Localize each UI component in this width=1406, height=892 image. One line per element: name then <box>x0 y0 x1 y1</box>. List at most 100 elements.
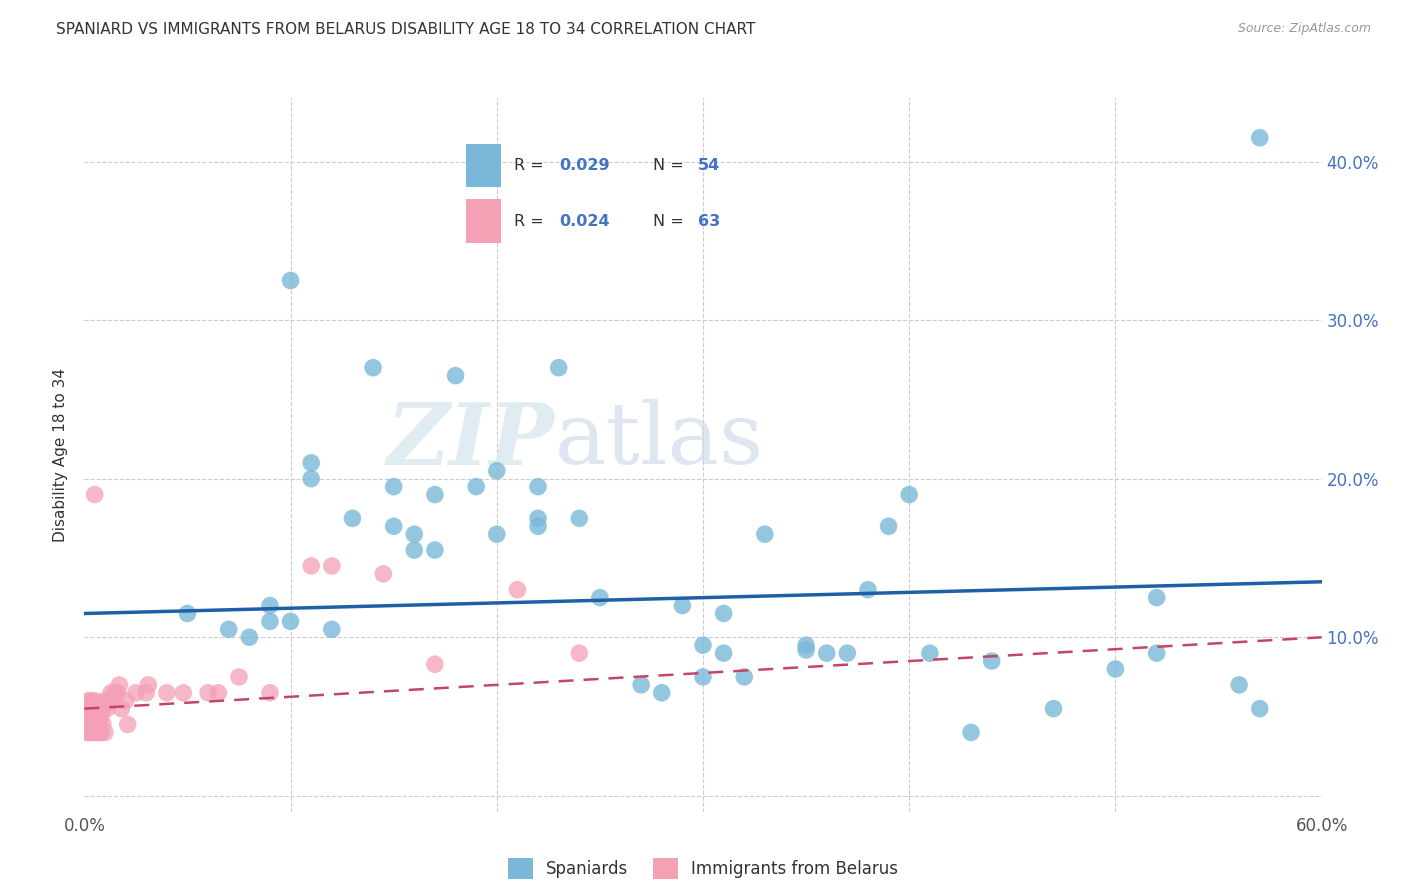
Point <box>1146 646 1168 660</box>
FancyBboxPatch shape <box>465 144 501 187</box>
Point <box>918 646 941 660</box>
Point <box>527 480 550 494</box>
Point <box>651 686 673 700</box>
Point <box>527 511 550 525</box>
Point <box>77 701 100 715</box>
Point <box>82 717 104 731</box>
Point <box>79 694 101 708</box>
Point <box>91 701 114 715</box>
Point <box>75 701 97 715</box>
Point <box>83 717 105 731</box>
Point <box>197 686 219 700</box>
Point <box>117 717 139 731</box>
Point <box>79 717 101 731</box>
Point <box>110 701 132 715</box>
Point <box>547 360 569 375</box>
Point <box>79 701 101 715</box>
Point <box>87 709 110 723</box>
Point <box>136 678 159 692</box>
Point <box>135 686 157 700</box>
Point <box>980 654 1002 668</box>
Point <box>506 582 529 597</box>
Point <box>321 558 343 573</box>
Point <box>82 701 104 715</box>
Point <box>100 686 122 700</box>
Y-axis label: Disability Age 18 to 34: Disability Age 18 to 34 <box>53 368 69 542</box>
Point <box>125 686 148 700</box>
Point <box>713 646 735 660</box>
Point <box>104 686 127 700</box>
Point <box>82 709 104 723</box>
Point <box>423 657 446 672</box>
Point <box>172 686 194 700</box>
Point <box>75 725 97 739</box>
Text: N =: N = <box>652 214 689 228</box>
Point <box>79 725 101 739</box>
Point <box>77 709 100 723</box>
Point <box>837 646 859 660</box>
Point <box>1249 130 1271 145</box>
Point <box>1227 678 1250 692</box>
Point <box>815 646 838 660</box>
Point <box>280 273 302 287</box>
Point <box>86 701 108 715</box>
Text: N =: N = <box>652 158 689 173</box>
Text: R =: R = <box>515 158 550 173</box>
Text: Source: ZipAtlas.com: Source: ZipAtlas.com <box>1237 22 1371 36</box>
Point <box>96 701 118 715</box>
Point <box>589 591 612 605</box>
Point <box>485 464 508 478</box>
Point <box>94 725 117 739</box>
Point <box>77 717 100 731</box>
Text: 54: 54 <box>697 158 720 173</box>
Point <box>692 670 714 684</box>
Point <box>404 543 426 558</box>
Point <box>485 527 508 541</box>
Point <box>86 725 108 739</box>
Text: 0.029: 0.029 <box>560 158 610 173</box>
Point <box>83 725 105 739</box>
Point <box>630 678 652 692</box>
Point <box>83 487 105 501</box>
Point <box>94 694 117 708</box>
Point <box>794 643 817 657</box>
Point <box>527 519 550 533</box>
Point <box>86 717 108 731</box>
Point <box>299 472 322 486</box>
Point <box>77 725 100 739</box>
Text: ZIP: ZIP <box>387 399 554 483</box>
Text: R =: R = <box>515 214 550 228</box>
Point <box>82 725 104 739</box>
Point <box>465 480 488 494</box>
Point <box>91 717 114 731</box>
Point <box>877 519 900 533</box>
Point <box>259 686 281 700</box>
Point <box>238 630 260 644</box>
Point <box>114 694 136 708</box>
Point <box>1104 662 1126 676</box>
Point <box>382 480 405 494</box>
Point <box>218 623 240 637</box>
Point <box>856 582 879 597</box>
Point <box>733 670 755 684</box>
Text: 63: 63 <box>697 214 720 228</box>
Point <box>404 527 426 541</box>
Text: 0.024: 0.024 <box>560 214 610 228</box>
Point <box>692 638 714 652</box>
Point <box>754 527 776 541</box>
Point <box>108 678 131 692</box>
Point <box>361 360 384 375</box>
Point <box>299 456 322 470</box>
Point <box>671 599 693 613</box>
Point <box>77 694 100 708</box>
Point <box>98 694 121 708</box>
Point <box>898 487 921 501</box>
Point <box>90 709 112 723</box>
Point <box>444 368 467 383</box>
Point <box>90 701 112 715</box>
Point <box>342 511 364 525</box>
Point <box>105 686 128 700</box>
Point <box>568 646 591 660</box>
Point <box>373 566 395 581</box>
Point <box>83 701 105 715</box>
